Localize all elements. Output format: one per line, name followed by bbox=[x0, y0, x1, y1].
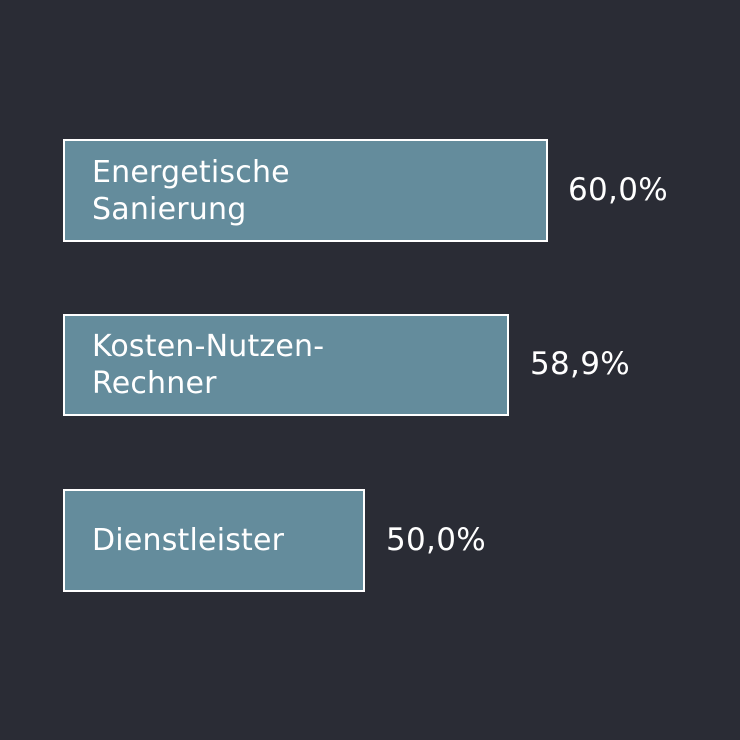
bar-dienstleister: Dienstleister bbox=[63, 489, 365, 592]
bar-label-line: Sanierung bbox=[92, 191, 247, 227]
bar-label: Kosten-Nutzen- Rechner bbox=[92, 328, 324, 402]
value-label: 58,9% bbox=[530, 346, 630, 382]
value-label: 50,0% bbox=[386, 522, 486, 558]
bar-label: Energetische Sanierung bbox=[92, 154, 290, 228]
bar-label-line: Kosten-Nutzen- bbox=[92, 329, 325, 364]
bar-kosten-nutzen-rechner: Kosten-Nutzen- Rechner bbox=[63, 314, 509, 416]
bar-label-line: Rechner bbox=[92, 366, 217, 401]
bar-label-line: Energetische bbox=[92, 154, 290, 190]
value-label: 60,0% bbox=[568, 172, 668, 208]
bar-label-line: Dienstleister bbox=[92, 523, 285, 558]
bar-energetische-sanierung: Energetische Sanierung bbox=[63, 139, 548, 242]
bar-label: Dienstleister bbox=[92, 522, 284, 559]
